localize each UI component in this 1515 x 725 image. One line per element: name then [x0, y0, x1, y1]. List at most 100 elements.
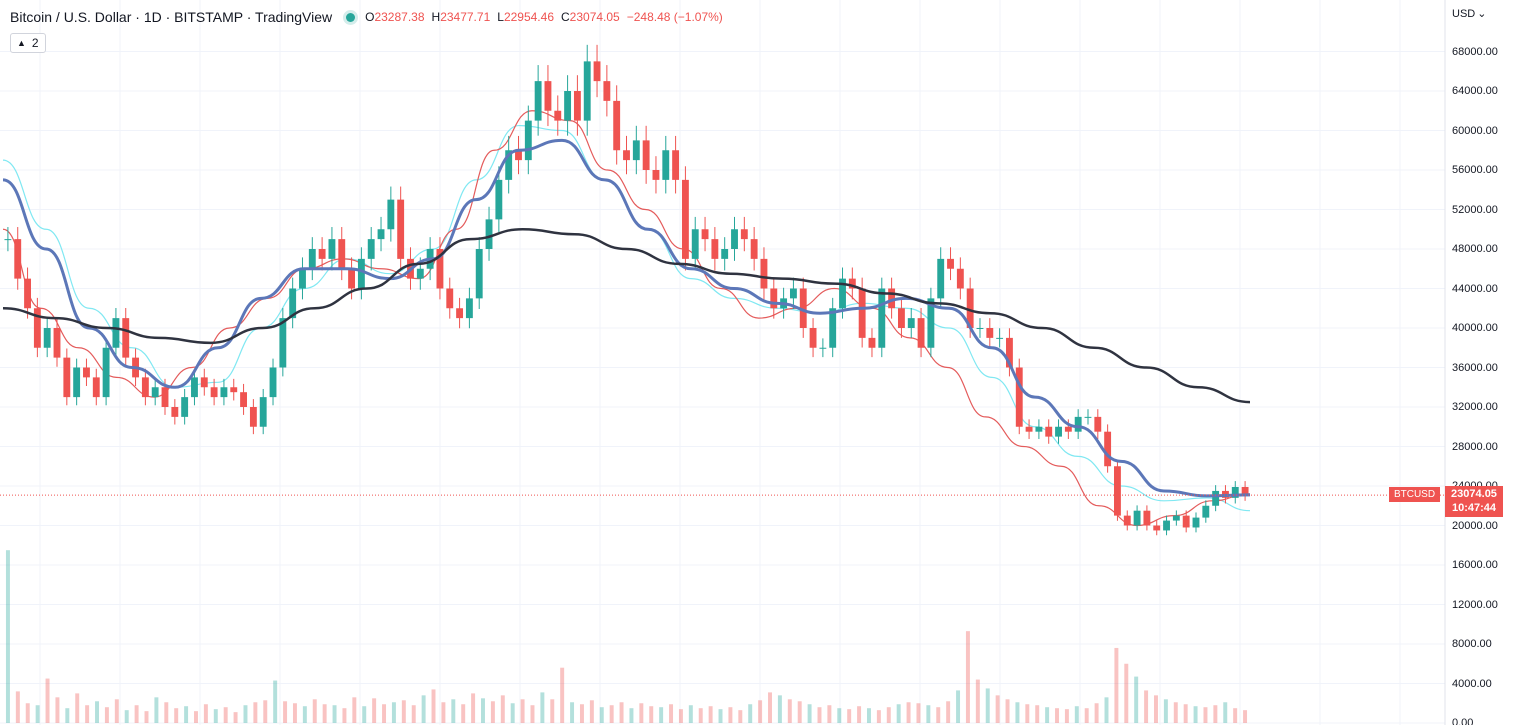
high-value: 23477.71 [440, 10, 491, 24]
volume-bar [956, 690, 961, 723]
volume-bar [758, 700, 763, 723]
volume-bar [768, 692, 772, 723]
candle-body [799, 288, 807, 328]
volume-bar [134, 705, 139, 723]
volume-bar [886, 707, 891, 723]
volume-bar [589, 700, 594, 723]
volume-bar [777, 695, 782, 723]
candle-body [907, 318, 915, 328]
chart-legend: Bitcoin / U.S. Dollar · 1D · BITSTAMP · … [10, 9, 723, 25]
indicators-toggle-button[interactable]: ▲ 2 [10, 33, 46, 53]
open-label: O [365, 10, 375, 24]
candle-body [760, 258, 768, 289]
candle-body [731, 229, 738, 249]
price-axis-tick-label: 44000.00 [1452, 282, 1498, 295]
volume-bar [352, 697, 357, 723]
market-status-icon [346, 12, 356, 22]
price-axis-tick-label: 52000.00 [1452, 203, 1498, 216]
volume-bar [1005, 699, 1010, 723]
candle-body [652, 170, 660, 180]
high-label: H [431, 10, 441, 24]
candle-body [289, 288, 297, 319]
candle-body [564, 91, 572, 121]
volume-bar [1213, 705, 1218, 723]
candle-body [1212, 490, 1220, 506]
candle-body [43, 328, 51, 348]
candle-body [436, 249, 444, 289]
candle-body [191, 377, 198, 398]
ma-long-line [2, 228, 1251, 404]
volume-bar [1114, 647, 1119, 723]
price-axis-tick-label: 16000.00 [1452, 559, 1498, 571]
volume-bar [45, 678, 50, 723]
volume-bar [718, 709, 723, 723]
candle-body [377, 229, 385, 240]
candle-body [73, 367, 81, 398]
volume-bar [609, 705, 614, 723]
candle-body [495, 179, 503, 220]
candle-body [151, 387, 159, 398]
candle-body [1094, 416, 1102, 432]
volume-bar [629, 708, 634, 723]
price-axis-tick-label: 36000.00 [1452, 361, 1498, 374]
ohlc-high: H23477.71 [432, 10, 491, 24]
volume-bar [411, 705, 416, 723]
bar-countdown: 10:47:44 [1451, 502, 1497, 514]
candle-body [1074, 416, 1082, 432]
volume-bar [847, 709, 852, 723]
volume-bar [797, 701, 802, 723]
volume-bar [698, 708, 703, 723]
volume-bar [1074, 706, 1079, 723]
volume-bar [876, 710, 881, 723]
candle-body [917, 318, 925, 348]
price-axis-tick-label: 56000.00 [1452, 164, 1498, 176]
volume-bar [471, 693, 476, 723]
currency-selector[interactable]: USD ⌄ [1452, 7, 1486, 21]
candle-body [83, 367, 90, 378]
candle-body [642, 140, 650, 170]
indicator-count: 2 [31, 36, 39, 50]
volume-bar [461, 704, 466, 723]
volume-bar [25, 703, 30, 723]
candle-body [888, 288, 896, 309]
volume-bar [1154, 695, 1158, 723]
candle-body [92, 377, 100, 398]
volume-bar [787, 699, 792, 723]
volume-bar [15, 691, 20, 723]
candle-body [112, 318, 120, 348]
candle-body [1133, 510, 1141, 526]
volume-bar [114, 699, 119, 723]
volume-bar [906, 702, 911, 723]
open-value: 23287.38 [374, 10, 425, 24]
volume-bar [391, 702, 396, 723]
candle-body [14, 239, 22, 279]
candle-body [1104, 431, 1112, 467]
volume-bar [441, 702, 446, 723]
ohlc-low: L22954.46 [497, 10, 554, 24]
candle-body [1114, 466, 1121, 516]
volume-bar [570, 702, 575, 723]
volume-bar [936, 707, 941, 723]
volume-bar [174, 708, 179, 723]
candle-body [927, 298, 935, 348]
candle-body [397, 199, 405, 259]
candle-body [603, 81, 611, 101]
candle-body [1035, 426, 1043, 432]
volume-bar [5, 550, 10, 723]
candle-body [299, 268, 306, 289]
candle-body [122, 318, 130, 358]
candle-body [613, 100, 621, 151]
candle-body [171, 407, 179, 417]
candle-body [220, 387, 228, 398]
candle-body [672, 150, 680, 180]
candle-body [24, 278, 31, 309]
volume-bar [639, 703, 644, 723]
candle-body [986, 328, 994, 338]
volume-bar [124, 710, 129, 723]
volume-bar [926, 705, 931, 723]
volume-bar [1183, 704, 1188, 723]
symbol-title[interactable]: Bitcoin / U.S. Dollar · 1D · BITSTAMP · … [10, 9, 333, 25]
candle-body [485, 219, 493, 249]
volume-bar [95, 701, 99, 723]
